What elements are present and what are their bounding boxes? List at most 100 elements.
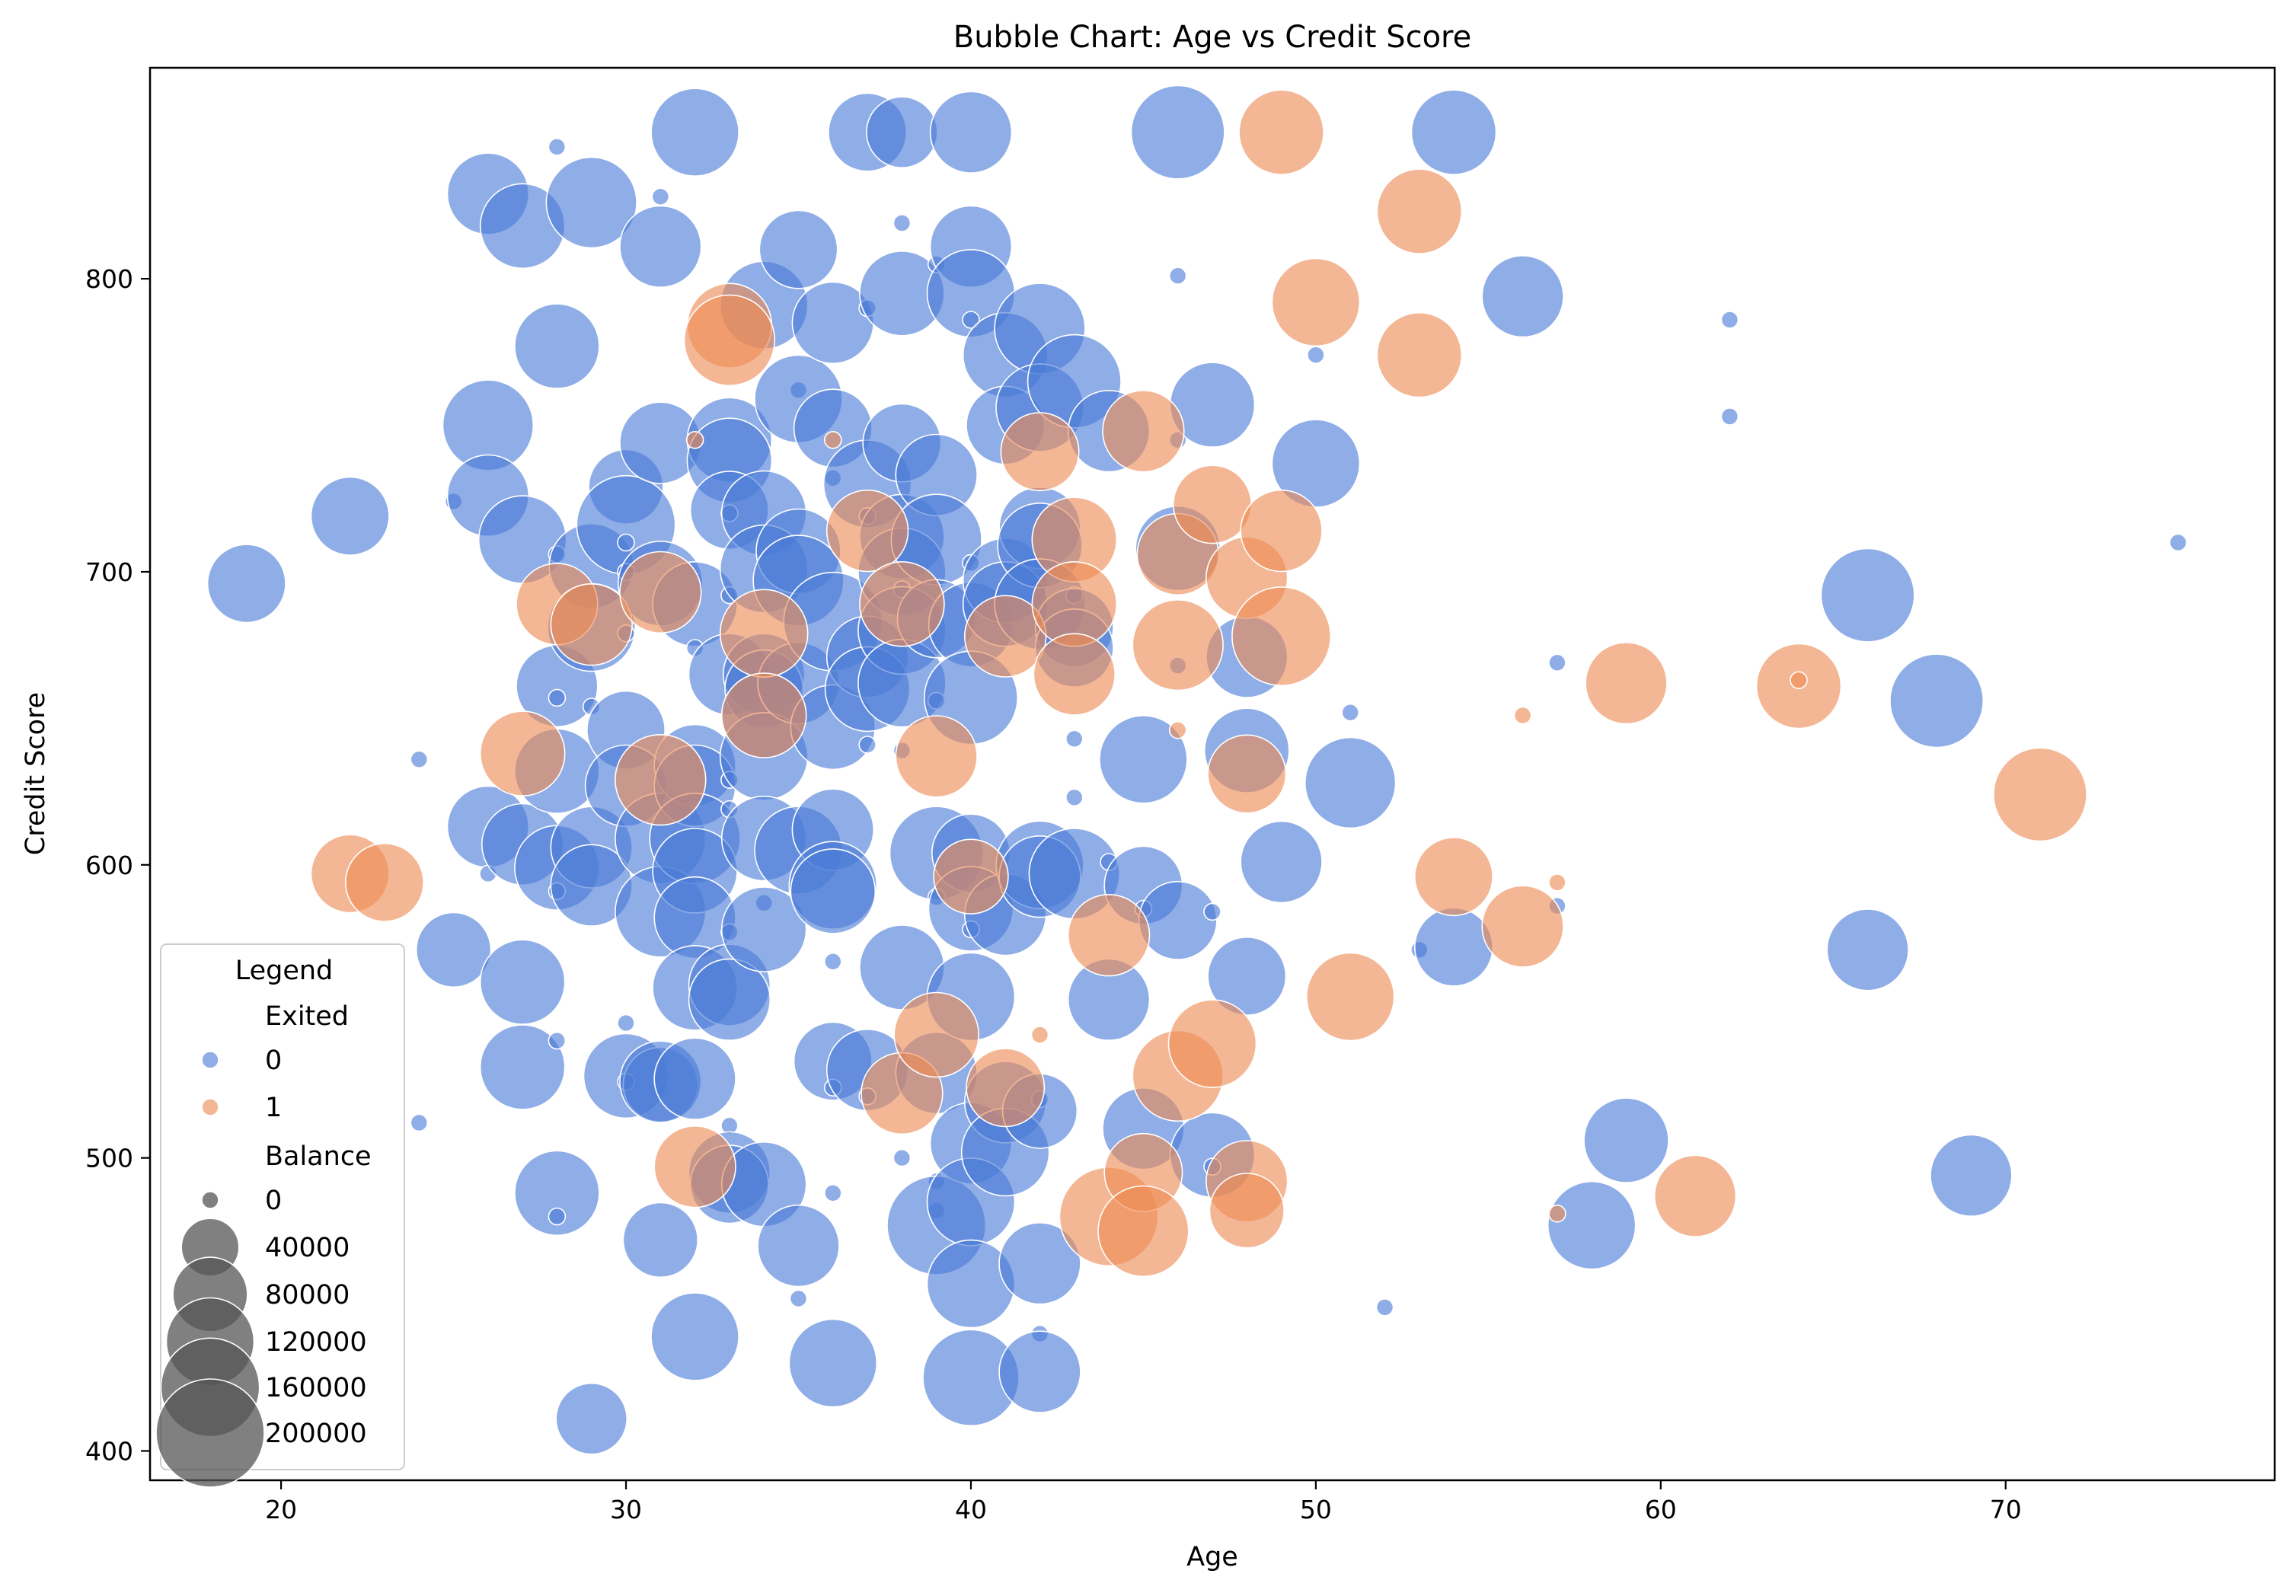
data-point-exited-0-27	[545, 156, 637, 249]
data-point-exited-1-21	[966, 1048, 1046, 1128]
data-point-exited-0-96	[757, 1204, 840, 1288]
x-tick-label-60: 60	[1645, 1495, 1677, 1524]
data-point-exited-1-44	[1231, 586, 1332, 687]
data-point-exited-0-217	[1583, 1097, 1669, 1183]
data-point-exited-0-143	[929, 91, 1013, 174]
data-point-exited-1-53	[1548, 1205, 1566, 1223]
data-point-exited-0-174	[998, 1221, 1081, 1305]
data-point-exited-0-187	[1099, 714, 1188, 804]
data-point-exited-0-15	[479, 1024, 566, 1110]
data-point-exited-1-5	[619, 551, 702, 634]
legend-size-label-200000: 200000	[265, 1419, 367, 1449]
data-point-exited-0-105	[790, 848, 877, 934]
data-point-exited-0-220	[1820, 547, 1915, 643]
data-point-exited-0-44	[651, 187, 670, 206]
data-point-exited-1-37	[1167, 999, 1257, 1088]
data-point-exited-0-110	[788, 1318, 878, 1408]
data-point-exited-1-55	[1653, 1154, 1737, 1237]
data-point-exited-1-26	[1033, 633, 1116, 716]
legend-hue-entries: 01	[201, 1045, 282, 1123]
data-point-exited-0-3	[410, 1113, 429, 1132]
data-point-exited-1-57	[1790, 671, 1808, 690]
data-point-exited-1-10	[683, 294, 776, 387]
legend-title: Legend	[235, 956, 334, 986]
data-point-exited-1-54	[1585, 641, 1668, 725]
legend-hue-title: Exited	[265, 1001, 349, 1032]
data-point-exited-1-7	[685, 430, 704, 449]
data-point-exited-1-22	[1000, 412, 1080, 492]
data-point-exited-0-219	[1720, 407, 1739, 426]
data-point-exited-1-12	[720, 672, 807, 758]
data-point-exited-0-212	[1414, 907, 1494, 987]
data-point-exited-0-117	[858, 736, 877, 754]
data-point-exited-0-97	[789, 1289, 808, 1308]
data-point-exited-0-214	[1548, 653, 1566, 672]
legend-hue-marker-0	[201, 1051, 219, 1069]
data-point-exited-0-211	[1410, 89, 1497, 175]
data-point-exited-1-8	[653, 1125, 736, 1208]
data-point-exited-0-204	[1240, 820, 1323, 904]
data-point-exited-0-20	[548, 688, 567, 707]
data-point-exited-0-41	[617, 1013, 635, 1033]
data-point-exited-0-213	[1481, 255, 1564, 338]
data-point-exited-1-36	[1173, 464, 1253, 544]
data-point-exited-1-33	[1132, 598, 1224, 691]
data-point-exited-1-58	[1993, 747, 2088, 842]
legend: Legend Exited 01 Balance 040000800001200…	[155, 943, 405, 1488]
data-point-exited-0-63	[650, 1292, 739, 1381]
y-tick-label-500: 500	[85, 1144, 133, 1173]
data-point-exited-0-196	[1138, 880, 1218, 960]
data-point-exited-0-16	[548, 138, 567, 156]
data-point-exited-0-1	[310, 476, 390, 556]
data-point-exited-1-48	[1376, 311, 1463, 398]
data-point-exited-0-89	[758, 209, 838, 289]
data-point-exited-1-14	[825, 489, 909, 573]
y-tick-label-700: 700	[85, 557, 133, 587]
y-tick-label-400: 400	[85, 1437, 133, 1467]
data-point-exited-0-208	[1304, 736, 1397, 829]
data-point-exited-0-24	[548, 1031, 567, 1050]
data-point-exited-1-45	[1271, 257, 1361, 347]
data-point-exited-1-23	[1030, 1026, 1049, 1044]
data-point-exited-1-17	[895, 715, 978, 798]
data-point-exited-1-29	[1102, 389, 1185, 473]
data-point-exited-1-41	[1209, 1173, 1285, 1249]
x-tick-label-50: 50	[1300, 1495, 1332, 1524]
legend-size-label-40000: 40000	[265, 1233, 350, 1263]
data-point-exited-1-46	[1305, 952, 1395, 1042]
data-point-exited-1-19	[933, 838, 1009, 915]
x-tick-label-40: 40	[955, 1495, 987, 1524]
legend-size-label-0: 0	[265, 1186, 282, 1216]
y-tick-label-600: 600	[85, 851, 133, 880]
data-point-exited-1-4	[550, 583, 633, 666]
data-point-exited-1-47	[1376, 168, 1463, 254]
data-point-exited-1-39	[1207, 734, 1287, 814]
data-point-exited-0-74	[688, 958, 771, 1042]
data-point-exited-1-42	[1238, 89, 1324, 175]
data-point-exited-0-120	[866, 96, 938, 168]
data-point-exited-0-181	[1065, 729, 1084, 749]
data-point-exited-0-192	[1168, 267, 1187, 286]
data-point-exited-1-11	[719, 589, 809, 678]
data-point-exited-1-51	[1481, 885, 1564, 968]
x-axis-ticks: 20 30 40 50 60 70	[265, 1480, 2022, 1524]
data-point-exited-0-109	[824, 1184, 842, 1202]
data-point-exited-0-223	[1930, 1134, 2013, 1218]
data-points	[206, 85, 2187, 1455]
data-point-exited-0-106	[824, 953, 842, 971]
x-tick-label-20: 20	[265, 1495, 297, 1524]
data-point-exited-0-5	[415, 911, 492, 988]
legend-hue-marker-1	[201, 1098, 219, 1116]
y-axis-ticks: 400 500 600 700 800	[85, 264, 150, 1467]
data-point-exited-0-2	[410, 750, 429, 769]
data-point-exited-0-146	[962, 311, 980, 329]
data-point-exited-0-182	[1065, 788, 1084, 807]
data-point-exited-0-203	[1207, 937, 1287, 1017]
data-point-exited-0-206	[1271, 419, 1361, 508]
data-point-exited-0-176	[998, 1330, 1081, 1413]
plot-area-frame	[148, 66, 2276, 1482]
data-point-exited-0-222	[1889, 653, 1985, 749]
y-axis-label: Credit Score	[21, 692, 51, 855]
data-point-exited-1-15	[859, 560, 945, 647]
